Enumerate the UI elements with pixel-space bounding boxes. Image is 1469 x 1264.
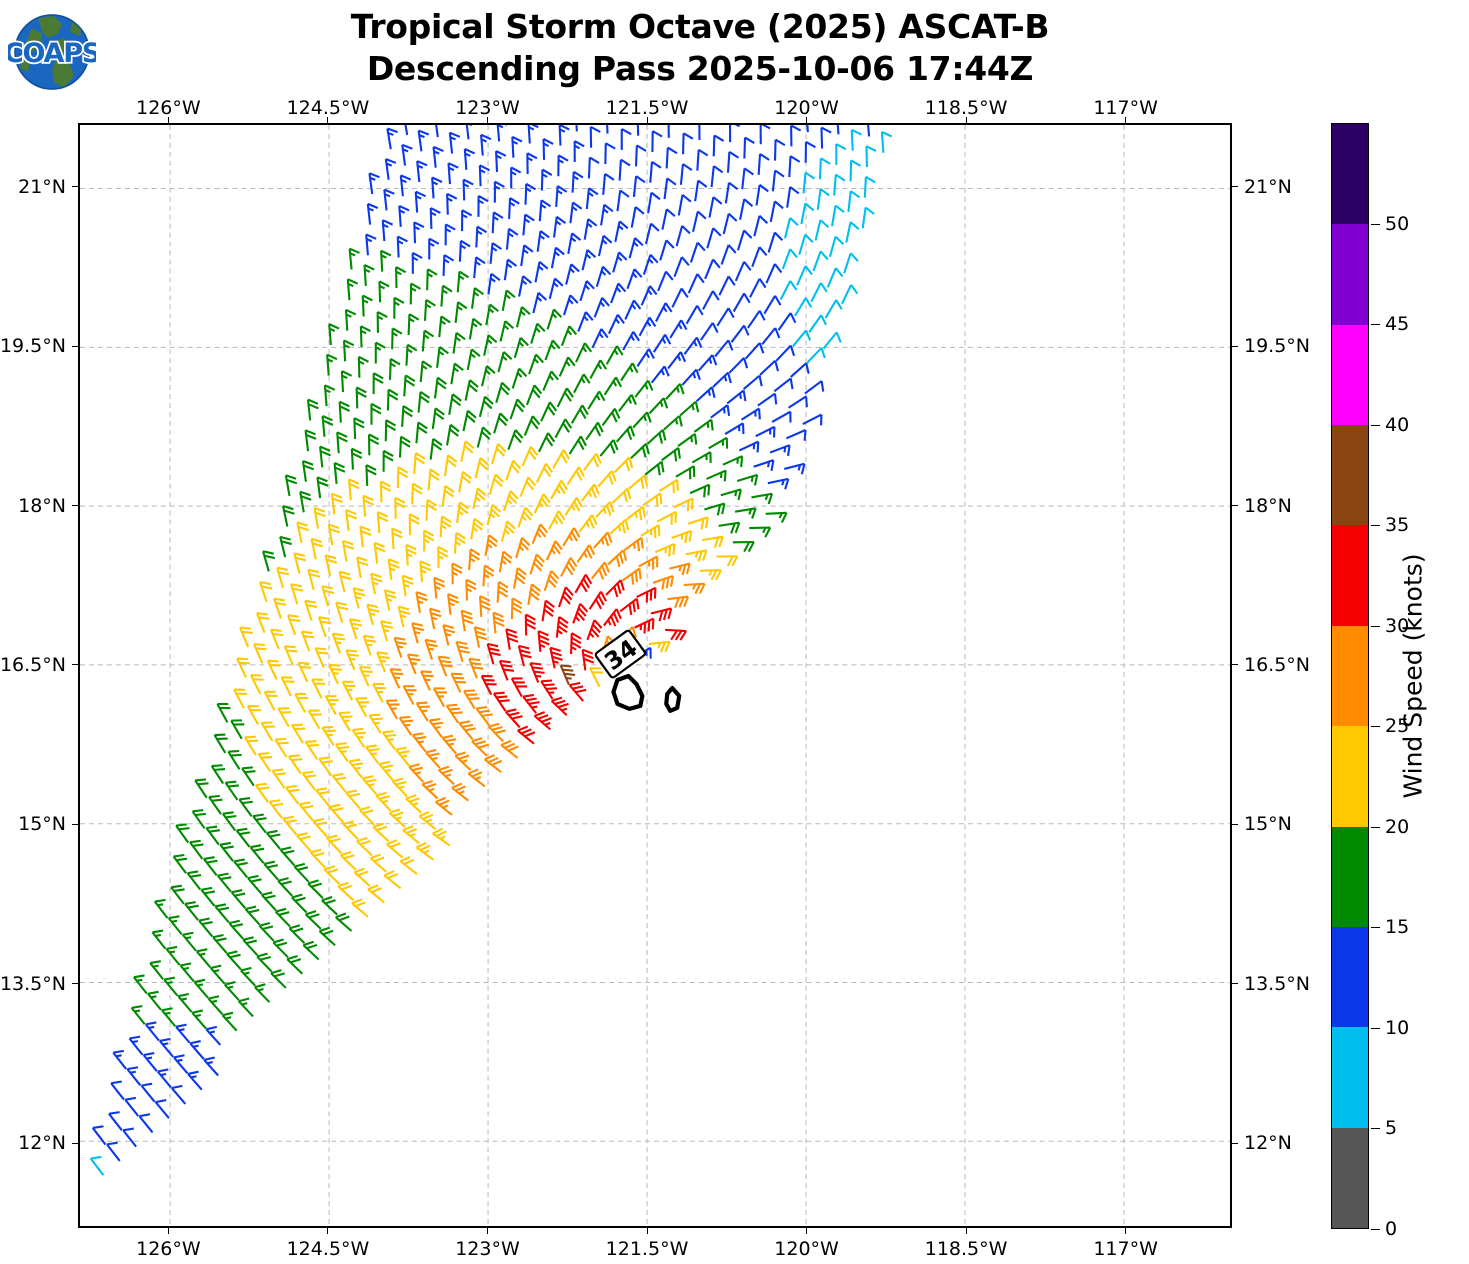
x-tick-label-bottom-2: 123°W xyxy=(455,1238,520,1260)
y-tick-label-left-6: 12°N xyxy=(18,1132,66,1154)
x-tick-label-top-4: 120°W xyxy=(774,97,839,119)
axis-tick-mark xyxy=(965,1228,967,1234)
axis-tick-mark xyxy=(1232,664,1238,666)
axis-tick-mark xyxy=(72,983,78,985)
axis-tick-mark xyxy=(965,117,967,123)
axis-tick-mark xyxy=(72,1142,78,1144)
colorbar-tick-0: 0 xyxy=(1371,1218,1397,1240)
colorbar-segment-35-40 xyxy=(1332,425,1368,526)
y-tick-label-right-6: 12°N xyxy=(1244,1132,1292,1154)
wind-barb-field xyxy=(89,125,893,1176)
x-tick-label-bottom-0: 126°W xyxy=(136,1238,201,1260)
wind-radii-contour-east xyxy=(664,685,682,713)
axis-tick-mark xyxy=(1125,117,1127,123)
axis-tick-mark xyxy=(486,117,488,123)
colorbar-label: Wind Speed (knots) xyxy=(1398,553,1428,799)
y-tick-label-left-0: 21°N xyxy=(18,175,66,198)
axis-tick-mark xyxy=(646,1228,648,1234)
y-tick-label-right-4: 15°N xyxy=(1244,813,1292,836)
colorbar-segment-20-25 xyxy=(1332,726,1368,827)
colorbar-segment-0-5 xyxy=(1332,1127,1368,1228)
axis-tick-mark xyxy=(72,345,78,347)
axis-tick-mark xyxy=(327,1228,329,1234)
axis-tick-mark xyxy=(1232,823,1238,825)
y-tick-label-left-5: 13.5°N xyxy=(0,972,66,995)
y-tick-label-left-4: 15°N xyxy=(18,813,66,836)
title-line-2: Descending Pass 2025-10-06 17:44Z xyxy=(366,49,1034,88)
axis-tick-mark xyxy=(806,1228,808,1234)
colorbar-tick-30: 30 xyxy=(1371,615,1409,637)
colorbar-segment-30-35 xyxy=(1332,525,1368,626)
page-title: Tropical Storm Octave (2025) ASCAT-B Des… xyxy=(100,6,1300,90)
axis-tick-mark xyxy=(1232,1142,1238,1144)
axis-tick-mark xyxy=(1232,186,1238,188)
x-tick-label-bottom-1: 124.5°W xyxy=(286,1238,370,1260)
y-tick-label-right-3: 16.5°N xyxy=(1244,653,1311,676)
wind-radii-contour-label: 34 xyxy=(594,629,647,679)
axis-tick-mark xyxy=(167,117,169,123)
axis-tick-mark xyxy=(72,823,78,825)
x-tick-label-top-6: 117°W xyxy=(1093,97,1158,119)
coaps-logo-text: COAPS xyxy=(8,38,96,69)
colorbar-segment-25-30 xyxy=(1332,625,1368,727)
x-tick-label-bottom-6: 117°W xyxy=(1093,1238,1158,1260)
y-tick-label-right-0: 21°N xyxy=(1244,175,1292,198)
wind-radii-overlay: 34 xyxy=(594,629,682,713)
axis-tick-mark xyxy=(167,1228,169,1234)
axis-tick-mark xyxy=(72,186,78,188)
x-tick-label-top-3: 121.5°W xyxy=(605,97,689,119)
colorbar-segment-5-10 xyxy=(1332,1027,1368,1128)
colorbar-tick-50: 50 xyxy=(1371,213,1409,235)
colorbar-tick-10: 10 xyxy=(1371,1017,1409,1039)
colorbar-tick-35: 35 xyxy=(1371,514,1409,536)
wind-radii-contour-west xyxy=(611,673,645,711)
axis-tick-mark xyxy=(646,117,648,123)
x-tick-label-top-2: 123°W xyxy=(455,97,520,119)
axis-tick-mark xyxy=(1125,1228,1127,1234)
coaps-logo: COAPS xyxy=(2,8,103,96)
axis-tick-mark xyxy=(327,117,329,123)
colorbar-segment-50-55 xyxy=(1332,124,1368,225)
x-tick-label-top-0: 126°W xyxy=(136,97,201,119)
x-tick-label-bottom-4: 120°W xyxy=(774,1238,839,1260)
title-line-1: Tropical Storm Octave (2025) ASCAT-B xyxy=(350,7,1050,46)
axis-tick-mark xyxy=(1232,505,1238,506)
colorbar-segment-15-20 xyxy=(1332,826,1368,927)
x-tick-label-top-1: 124.5°W xyxy=(286,97,370,119)
axis-tick-mark xyxy=(486,1228,488,1234)
colorbar-tick-40: 40 xyxy=(1371,414,1409,436)
colorbar-tick-20: 20 xyxy=(1371,816,1409,838)
axis-tick-mark xyxy=(72,505,78,506)
x-tick-label-bottom-3: 121.5°W xyxy=(605,1238,689,1260)
colorbar-segment-10-15 xyxy=(1332,926,1368,1028)
y-tick-label-right-1: 19.5°N xyxy=(1244,335,1311,358)
y-tick-label-right-2: 18°N xyxy=(1244,494,1292,517)
y-tick-label-left-2: 18°N xyxy=(18,494,66,517)
axis-tick-mark xyxy=(1232,983,1238,985)
colorbar xyxy=(1331,123,1369,1229)
axis-tick-mark xyxy=(806,117,808,123)
wind-barb-plot: 34 xyxy=(78,123,1232,1228)
colorbar-tick-45: 45 xyxy=(1371,313,1409,335)
x-tick-label-bottom-5: 118.5°W xyxy=(924,1238,1008,1260)
axis-tick-mark xyxy=(72,664,78,666)
x-tick-label-top-5: 118.5°W xyxy=(924,97,1008,119)
colorbar-segment-45-50 xyxy=(1332,224,1368,325)
axis-tick-mark xyxy=(1232,345,1238,347)
colorbar-tick-25: 25 xyxy=(1371,715,1409,737)
y-tick-label-left-3: 16.5°N xyxy=(0,653,66,676)
colorbar-tick-5: 5 xyxy=(1371,1117,1397,1139)
colorbar-segment-40-45 xyxy=(1332,324,1368,426)
colorbar-tick-15: 15 xyxy=(1371,916,1409,938)
y-tick-label-left-1: 19.5°N xyxy=(0,335,66,358)
y-tick-label-right-5: 13.5°N xyxy=(1244,972,1311,995)
